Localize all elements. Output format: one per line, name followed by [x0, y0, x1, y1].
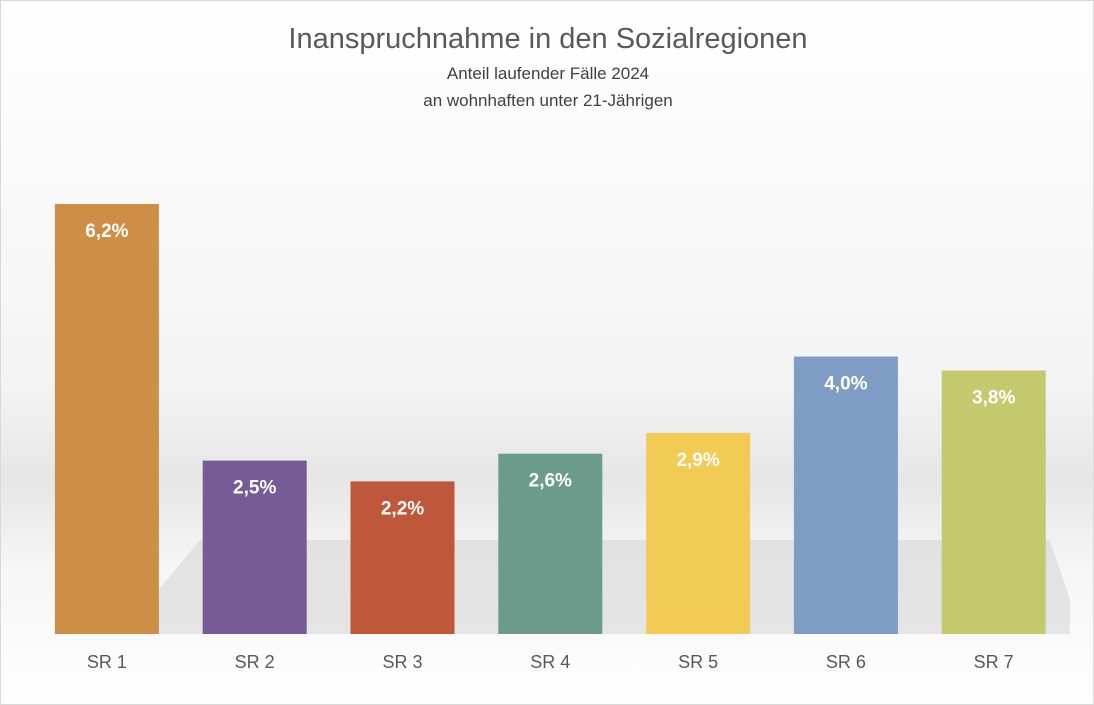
data-label: 4,0%: [824, 374, 867, 395]
x-tick-label: SR 5: [678, 652, 718, 672]
data-label: 3,8%: [972, 388, 1015, 409]
data-label: 2,9%: [676, 450, 719, 471]
bar-sr-4: [498, 453, 603, 634]
data-label: 2,5%: [233, 478, 276, 499]
x-tick-label: SR 2: [235, 652, 275, 672]
bar-sr-5: [646, 432, 751, 634]
bar-sr-7: [941, 370, 1046, 634]
bar-sr-3: [350, 481, 455, 634]
data-label: 2,6%: [529, 471, 572, 492]
data-label: 6,2%: [85, 221, 128, 242]
data-label: 2,2%: [381, 498, 424, 519]
x-tick-label: SR 3: [382, 652, 422, 672]
bar-sr-2: [202, 460, 307, 634]
x-tick-label: SR 7: [974, 652, 1014, 672]
chart-subtitle-line-2: an wohnhaften unter 21-Jährigen: [423, 91, 673, 110]
x-tick-label: SR 4: [530, 652, 570, 672]
x-tick-label: SR 6: [826, 652, 866, 672]
chart-title: Inanspruchnahme in den Sozialregionen: [288, 23, 808, 55]
bar-sr-1: [54, 204, 159, 634]
bar-sr-6: [793, 356, 898, 634]
chart-subtitle-line-1: Anteil laufender Fälle 2024: [446, 64, 650, 83]
x-tick-label: SR 1: [87, 652, 127, 672]
